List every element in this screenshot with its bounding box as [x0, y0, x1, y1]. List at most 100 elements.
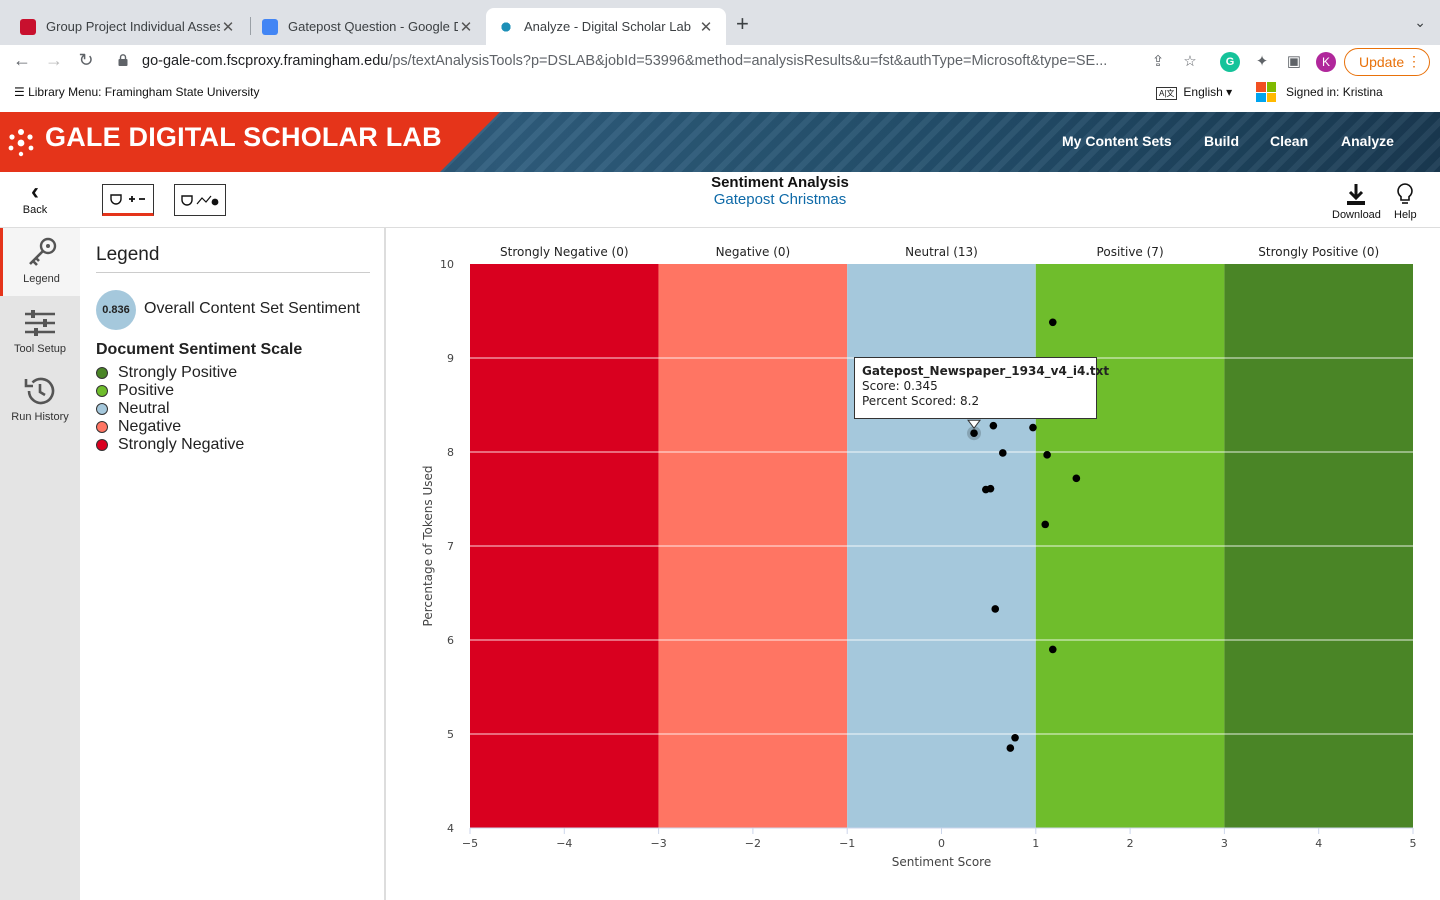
- scale-item-positive: Positive: [96, 382, 244, 400]
- x-tick-label: 5: [1410, 837, 1417, 850]
- close-tab-icon[interactable]: ✕: [221, 18, 235, 36]
- y-tick-label: 6: [447, 634, 454, 647]
- data-point: [1048, 645, 1057, 654]
- x-tick-label: −4: [556, 837, 572, 850]
- help-label: Help: [1394, 209, 1417, 221]
- x-tick-label: 4: [1315, 837, 1322, 850]
- more-menu-icon[interactable]: ⋮: [1407, 53, 1421, 69]
- nav-analyze[interactable]: Analyze: [1341, 133, 1394, 149]
- profile-avatar[interactable]: K: [1316, 52, 1336, 72]
- scale-item-strongly-positive: Strongly Positive: [96, 364, 244, 382]
- side-panel-icon[interactable]: ▣: [1286, 53, 1302, 70]
- y-axis-title: Percentage of Tokens Used: [421, 466, 435, 627]
- address-bar[interactable]: go-gale-com.fscproxy.framingham.edu/ps/t…: [142, 53, 1137, 69]
- hamburger-icon: ☰: [14, 85, 29, 99]
- nav-my-content-sets[interactable]: My Content Sets: [1062, 133, 1172, 149]
- gale-header: GALE DIGITAL SCHOLAR LAB My Content Sets…: [0, 112, 1440, 172]
- x-tick-label: −1: [839, 837, 855, 850]
- chevron-left-icon: ‹: [31, 178, 39, 205]
- band-label: Positive (7): [1097, 245, 1164, 259]
- data-point: [1006, 744, 1015, 752]
- help-button[interactable]: Help: [1394, 182, 1417, 221]
- scale-label: Positive: [118, 382, 175, 399]
- y-tick-label: 8: [447, 446, 454, 459]
- gale-brand-name: GALE DIGITAL SCHOLAR LAB: [45, 122, 442, 152]
- page-title-block: Sentiment Analysis Gatepost Christmas: [580, 174, 980, 208]
- tooltip-filename: Gatepost_Newspaper_1934_v4_i4.txt: [862, 364, 1110, 378]
- content-set-name[interactable]: Gatepost Christmas: [713, 191, 847, 208]
- y-tick-label: 4: [447, 822, 454, 835]
- grammarly-icon[interactable]: G: [1220, 52, 1240, 72]
- signed-in-label[interactable]: Signed in: Kristina: [1286, 85, 1383, 99]
- close-tab-icon[interactable]: ✕: [459, 18, 473, 36]
- tooltip-percent: Percent Scored: 8.2: [862, 394, 980, 408]
- browser-tab-group-project[interactable]: Group Project Individual Assess ✕: [8, 8, 248, 45]
- rail-label: Run History: [11, 411, 69, 423]
- sentiment-chart-area: Strongly Negative (0) Negative (0) Neutral…: [388, 228, 1440, 900]
- y-tick-label: 7: [447, 540, 454, 553]
- reload-icon[interactable]: ↻: [78, 50, 94, 70]
- sentiment-view-button[interactable]: [102, 184, 154, 216]
- url-host: go-gale-com.fscproxy.framingham.edu: [142, 53, 389, 69]
- browser-tab-gatepost-question[interactable]: Gatepost Question - Google Do ✕: [250, 8, 486, 45]
- band-label: Strongly Negative (0): [500, 245, 628, 259]
- x-axis-title: Sentiment Score: [892, 855, 991, 869]
- tab-divider: [250, 17, 251, 35]
- browser-tab-analyze[interactable]: Analyze - Digital Scholar Lab ✕: [486, 8, 726, 45]
- legend-divider: [96, 272, 370, 273]
- bookmark-star-icon[interactable]: ☆: [1183, 53, 1197, 70]
- negative-dot-icon: [96, 421, 108, 433]
- data-point: [1048, 318, 1057, 327]
- data-point: [1072, 474, 1081, 483]
- left-tool-rail: Legend Tool Setup Run History: [0, 228, 80, 900]
- forward-arrow-icon[interactable]: →: [45, 50, 63, 70]
- rail-label: Tool Setup: [14, 343, 66, 355]
- data-point: [989, 421, 998, 430]
- x-tick-label: −5: [462, 837, 478, 850]
- legend-panel: Legend 0.836 Overall Content Set Sentime…: [80, 228, 386, 900]
- caret-down-icon: ▾: [1222, 85, 1233, 99]
- lock-icon[interactable]: [118, 54, 128, 66]
- rail-item-tool-setup[interactable]: Tool Setup: [0, 306, 80, 368]
- share-icon[interactable]: ⇪: [1151, 53, 1165, 70]
- download-label: Download: [1332, 209, 1381, 221]
- browser-toolbar: ← → ↻ go-gale-com.fscproxy.framingham.ed…: [0, 45, 1440, 79]
- data-point: [991, 605, 1000, 613]
- nav-clean[interactable]: Clean: [1270, 133, 1309, 149]
- extensions-puzzle-icon[interactable]: ✦: [1255, 53, 1269, 70]
- rail-item-run-history[interactable]: Run History: [0, 374, 80, 436]
- sentiment-time-view-button[interactable]: [174, 184, 226, 216]
- tab-search-chevron-icon[interactable]: ⌄: [1414, 14, 1426, 30]
- sentiment-scale-list: Strongly Positive Positive Neutral Negat…: [96, 364, 244, 454]
- x-tick-label: 3: [1221, 837, 1228, 850]
- gale-logo[interactable]: GALE DIGITAL SCHOLAR LAB: [0, 112, 500, 172]
- close-tab-icon[interactable]: ✕: [699, 18, 713, 36]
- rail-item-legend[interactable]: Legend: [0, 228, 80, 296]
- new-tab-icon[interactable]: +: [736, 11, 749, 36]
- history-clock-icon: [24, 377, 55, 405]
- scale-label: Neutral: [118, 400, 170, 417]
- library-bar: ☰ Library Menu: Framingham State Univers…: [0, 79, 1440, 112]
- browser-tab-bar: Group Project Individual Assess ✕ Gatepo…: [0, 0, 1440, 45]
- library-menu[interactable]: ☰ Library Menu: Framingham State Univers…: [14, 85, 260, 99]
- language-selector[interactable]: A|文 English ▾: [1156, 85, 1232, 100]
- tab-title: Gatepost Question - Google Do: [288, 19, 458, 34]
- microsoft-logo-icon: [1256, 82, 1276, 102]
- legend-heading: Legend: [96, 244, 160, 265]
- x-tick-label: −3: [650, 837, 666, 850]
- back-button[interactable]: ‹ Back: [20, 178, 50, 217]
- nav-build[interactable]: Build: [1204, 133, 1239, 149]
- key-icon: [28, 237, 56, 266]
- neutral-dot-icon: [96, 403, 108, 415]
- scale-heading: Document Sentiment Scale: [96, 341, 303, 358]
- scale-item-neutral: Neutral: [96, 400, 244, 418]
- data-point: [1029, 423, 1037, 432]
- back-arrow-icon[interactable]: ←: [13, 50, 31, 70]
- url-path: /ps/textAnalysisTools?p=DSLAB&jobId=5399…: [388, 53, 1108, 69]
- update-button[interactable]: Update ⋮: [1344, 48, 1430, 76]
- tab-title: Analyze - Digital Scholar Lab: [524, 19, 691, 34]
- data-point: [1011, 733, 1019, 742]
- scale-item-negative: Negative: [96, 418, 244, 436]
- overall-score-label: Overall Content Set Sentiment: [144, 300, 361, 317]
- download-button[interactable]: Download: [1332, 182, 1381, 221]
